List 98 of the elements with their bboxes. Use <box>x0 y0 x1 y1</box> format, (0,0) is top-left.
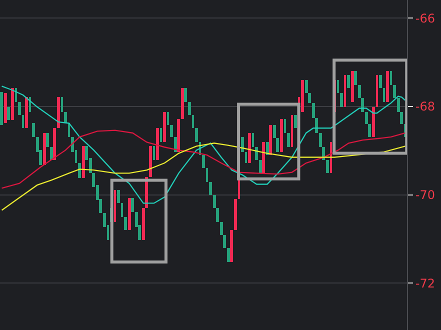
candlestick <box>121 203 123 217</box>
candlestick <box>365 112 368 124</box>
y-tick-label: -70 <box>415 188 436 202</box>
candlestick <box>57 97 60 128</box>
candlestick <box>301 80 304 112</box>
candlestick <box>128 198 131 230</box>
candlestick <box>230 230 233 262</box>
candlestick <box>252 133 254 147</box>
candlestick <box>0 92 3 125</box>
candlestick <box>276 138 279 152</box>
candlestick <box>181 88 184 119</box>
candlestick <box>15 88 17 102</box>
candlestick <box>259 160 262 173</box>
candlestick <box>117 190 120 203</box>
candlestick <box>82 146 85 178</box>
y-tick-label: -72 <box>415 276 436 290</box>
candlestick <box>347 75 350 88</box>
candlestick <box>386 71 389 102</box>
candlestick <box>280 119 283 152</box>
candlestick <box>220 222 223 235</box>
y-tick-label: -66 <box>415 11 436 26</box>
candlestick <box>305 80 308 93</box>
candlestick <box>156 128 159 160</box>
candlestick <box>209 182 212 195</box>
candlestick <box>223 235 226 248</box>
candlestick <box>213 195 216 208</box>
candlestick <box>379 75 382 88</box>
line-series <box>1 86 406 204</box>
candlestick <box>177 119 180 152</box>
candlestick <box>160 128 162 142</box>
candlestick <box>351 71 354 102</box>
candlestick <box>266 142 269 155</box>
candlestick <box>153 146 155 160</box>
candlestick <box>131 198 134 212</box>
candlestick <box>216 208 219 222</box>
candlestick <box>43 133 46 165</box>
candlestick <box>206 168 208 182</box>
candlestick <box>46 133 49 147</box>
candlestick <box>397 98 400 112</box>
candlestick <box>319 133 322 147</box>
candlestick <box>287 133 290 147</box>
candlestick <box>61 97 63 112</box>
candlestick <box>376 75 378 107</box>
candlestick <box>195 128 198 142</box>
candlestick <box>393 85 396 98</box>
candlestick <box>284 119 286 133</box>
candlestick <box>11 88 14 120</box>
candlestick <box>202 155 205 168</box>
candlestick <box>308 93 311 103</box>
candlestick <box>383 88 385 102</box>
candlestick <box>64 112 67 123</box>
candlestick <box>18 102 21 115</box>
line-series <box>1 130 406 189</box>
candlestick <box>163 112 166 142</box>
candlestick <box>312 103 315 118</box>
candlestick <box>340 93 343 107</box>
candlestick <box>248 133 251 163</box>
candlestick <box>78 163 81 178</box>
candlestick <box>124 217 127 230</box>
candlestick <box>68 123 70 137</box>
candlestick <box>330 142 332 173</box>
candlestick <box>25 97 28 128</box>
candlestick <box>174 137 177 152</box>
candlestick <box>326 160 329 173</box>
candlestick <box>262 142 265 173</box>
candlestick <box>269 125 272 155</box>
candlestick <box>354 71 357 85</box>
candlestick <box>294 115 297 128</box>
candlestick <box>142 208 145 240</box>
candlestick <box>170 125 173 137</box>
candlestick <box>188 102 191 115</box>
candlestick <box>50 147 53 160</box>
candlestick <box>149 146 152 177</box>
candlestick <box>245 152 247 163</box>
candlestick <box>291 115 293 147</box>
candlestick <box>7 107 10 120</box>
candlestick <box>32 123 35 137</box>
candlestick <box>4 93 7 123</box>
candlestick <box>344 75 346 107</box>
candlestick <box>53 128 56 160</box>
candlestick <box>337 80 339 93</box>
candlestick <box>390 71 392 85</box>
candlestick <box>368 124 371 137</box>
candlestick <box>167 112 169 125</box>
candlestick <box>315 118 318 133</box>
candlestick <box>241 137 244 152</box>
candlestick <box>234 199 237 230</box>
line-series <box>1 142 406 211</box>
candlestick <box>227 248 230 262</box>
candlestick <box>114 190 116 222</box>
candlestick <box>184 88 187 102</box>
candlestick <box>400 112 403 124</box>
candlestick <box>372 107 375 137</box>
candlestick <box>358 85 361 98</box>
candlestick <box>22 115 24 128</box>
candlestick <box>273 125 276 138</box>
candlestick <box>192 115 194 128</box>
y-tick-label: -68 <box>415 100 436 114</box>
